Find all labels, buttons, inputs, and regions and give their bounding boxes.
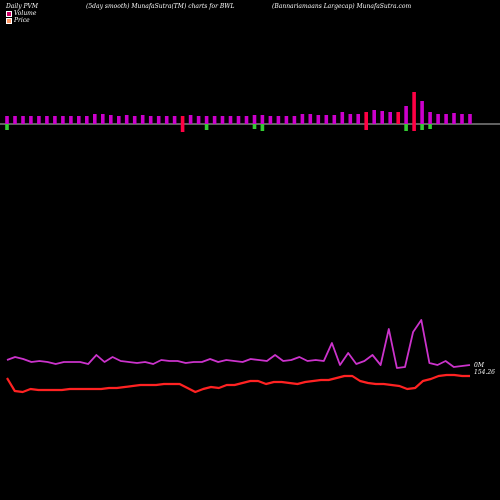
header-left: Daily PVM <box>6 3 39 10</box>
volume-bar-negative <box>180 124 185 132</box>
volume-bar <box>117 116 121 124</box>
volume-bars <box>5 92 472 132</box>
volume-bar <box>172 116 177 124</box>
volume-bar <box>69 116 73 124</box>
volume-bar <box>204 116 209 124</box>
volume-bar <box>428 112 432 124</box>
volume-bar <box>164 116 169 124</box>
header-title: (5day smooth) MunafaSutra(TM) charts for… <box>86 3 235 10</box>
volume-bar-negative <box>204 124 209 130</box>
volume-bar <box>244 116 249 124</box>
volume-bar <box>228 116 233 124</box>
volume-bar-negative <box>252 124 257 129</box>
volume-bar <box>252 115 257 124</box>
legend-price-label: Price <box>14 17 30 24</box>
legend-volume-swatch <box>6 10 12 17</box>
volume-bar <box>45 116 49 124</box>
price-line <box>6 373 470 394</box>
volume-bar <box>29 116 33 124</box>
volume-bar <box>21 116 25 124</box>
volume-bar-negative <box>260 124 265 131</box>
volume-bar <box>101 114 105 124</box>
legend-volume: Volume <box>6 10 36 17</box>
volume-bar <box>348 114 353 124</box>
volume-bar <box>332 115 337 124</box>
header-right: (Bannariamaans Largecap) MunafaSutra.com <box>272 3 412 10</box>
volume-bar <box>364 112 368 124</box>
legend-price-swatch <box>6 17 12 24</box>
volume-bar <box>420 101 424 124</box>
volume-bar <box>212 116 217 124</box>
volume-bar <box>468 114 472 124</box>
volume-bar <box>260 115 265 124</box>
volume-bar <box>236 116 241 124</box>
volume-bar <box>180 116 185 124</box>
volume-bar <box>300 114 305 124</box>
volume-bar <box>93 114 97 124</box>
volume-bar <box>156 116 161 124</box>
volume-bar <box>132 116 137 124</box>
volume-bar <box>356 114 360 124</box>
volume-bar <box>77 116 81 124</box>
volume-bar <box>85 116 89 124</box>
volume-bar <box>276 116 281 124</box>
volume-bar <box>436 114 440 124</box>
volume-bar <box>284 116 289 124</box>
volume-bar <box>148 116 153 124</box>
volume-bar <box>388 112 392 124</box>
volume-bar <box>340 112 345 124</box>
volume-bar <box>140 115 145 124</box>
volume-bar <box>292 116 297 124</box>
volume-bar <box>61 116 65 124</box>
legend-volume-label: Volume <box>14 10 37 17</box>
volume-bar-negative <box>428 124 432 129</box>
volume-bar <box>404 106 408 124</box>
volume-bar <box>412 92 416 124</box>
volume-bar <box>316 115 321 124</box>
volume-bar <box>444 114 448 124</box>
volume-bar <box>372 110 376 124</box>
volume-end-label: 0M <box>474 362 485 369</box>
volume-bar <box>324 115 329 124</box>
volume-bar-negative <box>420 124 424 130</box>
volume-bar <box>109 115 113 124</box>
volume-bar <box>452 113 456 124</box>
volume-bar <box>268 116 273 124</box>
volume-bar <box>124 115 129 124</box>
volume-bar <box>396 112 400 124</box>
volume-bar <box>460 114 464 124</box>
price-end-label: 154.26 <box>474 369 495 376</box>
volume-bar <box>380 111 384 124</box>
volume-bar-negative <box>5 124 9 130</box>
volume-bar <box>196 116 201 124</box>
volume-line <box>6 319 471 369</box>
volume-bar <box>188 115 193 124</box>
series-lines <box>6 319 471 394</box>
volume-bar <box>37 116 41 124</box>
volume-bar <box>220 116 225 124</box>
volume-bar <box>5 116 9 124</box>
volume-bar <box>308 114 313 124</box>
volume-bar-negative <box>364 124 368 130</box>
legend-price: Price <box>6 17 30 24</box>
volume-bar-negative <box>404 124 408 131</box>
volume-bar <box>13 116 17 124</box>
volume-bar-negative <box>412 124 416 131</box>
volume-bar <box>53 116 57 124</box>
